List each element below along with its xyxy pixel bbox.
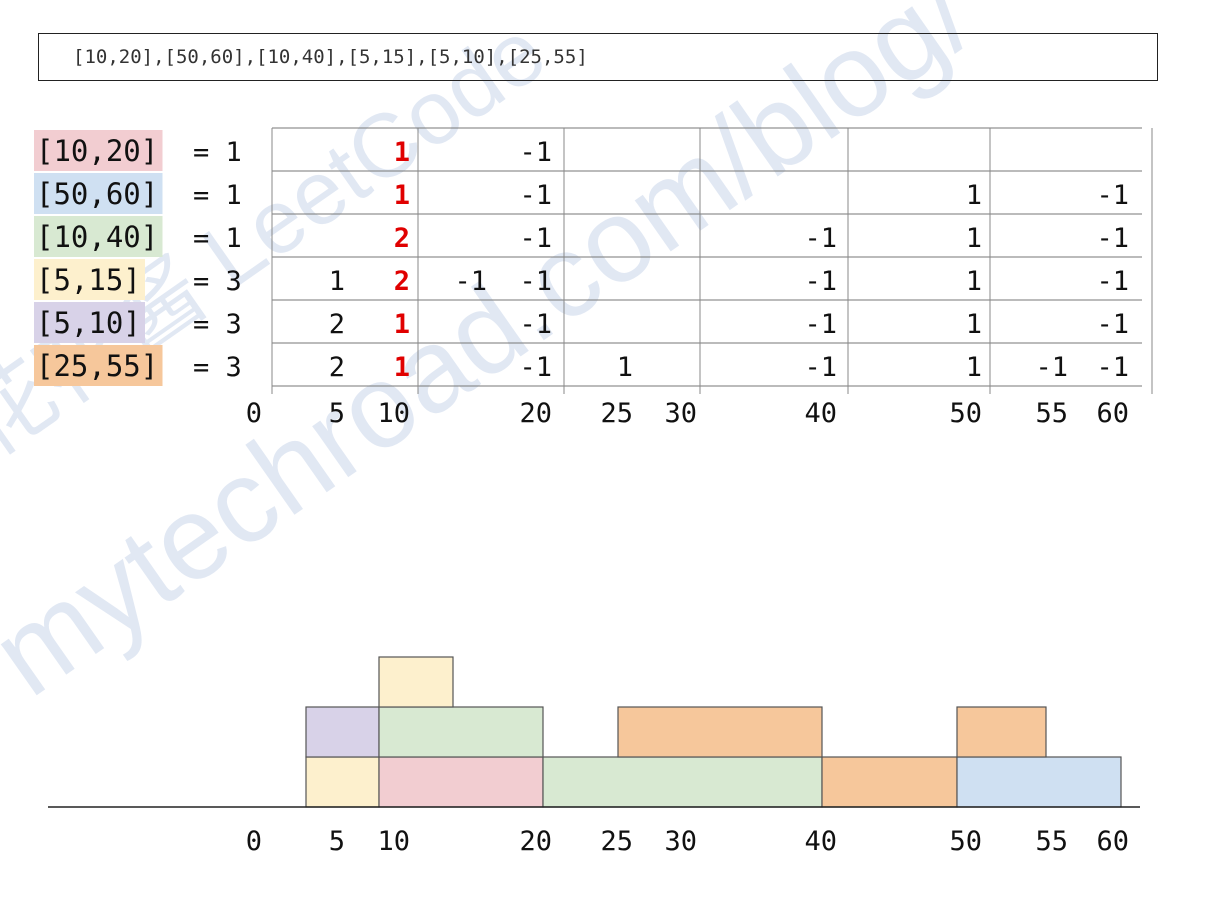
table-cell: -1 xyxy=(1096,309,1129,340)
interval-bar xyxy=(378,756,544,808)
row-interval-label: [25,55] xyxy=(36,349,158,383)
diagram-axis-tick: 60 xyxy=(1096,826,1129,857)
table-cell: 2 xyxy=(329,352,345,383)
row-interval-label: [5,15] xyxy=(36,263,141,297)
table-cell: -1 xyxy=(1035,352,1068,383)
diagram-axis-tick: 5 xyxy=(329,826,345,857)
table-cell: 1 xyxy=(966,309,982,340)
diagram-axis-tick: 40 xyxy=(804,826,837,857)
interval-bar xyxy=(542,756,823,808)
table-axis-tick: 10 xyxy=(377,398,410,429)
table-cell: 1 xyxy=(617,352,633,383)
diagram-axis-tick: 50 xyxy=(949,826,982,857)
table-axis-tick: 60 xyxy=(1096,398,1129,429)
interval-bar xyxy=(956,706,1047,758)
row-label-highlight xyxy=(34,130,163,171)
row-max-value: = 3 xyxy=(193,309,242,340)
diagram-axis-tick: 55 xyxy=(1035,826,1068,857)
interval-bar xyxy=(956,756,1122,808)
table-cell: 1 xyxy=(966,180,982,211)
interval-bar xyxy=(305,756,380,808)
diagram-axis-tick: 30 xyxy=(664,826,697,857)
table-cell: -1 xyxy=(804,223,837,254)
interval-bar xyxy=(378,706,544,758)
table-cell-highlight: 2 xyxy=(394,223,410,254)
table-cell: -1 xyxy=(1096,223,1129,254)
table-cell: -1 xyxy=(1096,266,1129,297)
table-cell: -1 xyxy=(519,223,552,254)
table-cell: -1 xyxy=(519,137,552,168)
input-intervals: [10,20],[50,60],[10,40],[5,15],[5,10],[2… xyxy=(38,33,1158,81)
table-axis-tick: 0 xyxy=(246,398,262,429)
table-cell: -1 xyxy=(804,309,837,340)
interval-bar xyxy=(378,656,454,708)
row-interval-label: [10,40] xyxy=(36,220,158,254)
diagram-axis-tick: 20 xyxy=(519,826,552,857)
table-cell: -1 xyxy=(804,352,837,383)
row-max-value: = 3 xyxy=(193,266,242,297)
diagram-axis-tick: 0 xyxy=(246,826,262,857)
table-axis-tick: 40 xyxy=(804,398,837,429)
table-cell: 2 xyxy=(329,309,345,340)
table-cell: -1 xyxy=(454,266,487,297)
row-interval-label: [10,20] xyxy=(36,134,158,168)
row-interval-label: [5,10] xyxy=(36,306,141,340)
table-cell-highlight: 1 xyxy=(394,309,410,340)
interval-bar xyxy=(617,706,823,758)
table-cell: 1 xyxy=(966,352,982,383)
table-cell: -1 xyxy=(519,180,552,211)
table-cell: -1 xyxy=(1096,180,1129,211)
diagram-axis-tick: 10 xyxy=(377,826,410,857)
table-cell: -1 xyxy=(519,309,552,340)
table-cell: -1 xyxy=(519,352,552,383)
row-interval-label: [50,60] xyxy=(36,177,158,211)
table-axis-tick: 50 xyxy=(949,398,982,429)
row-label-highlight xyxy=(34,259,145,300)
row-max-value: = 1 xyxy=(193,180,242,211)
row-max-value: = 1 xyxy=(193,223,242,254)
table-cell-highlight: 1 xyxy=(394,352,410,383)
table-cell: -1 xyxy=(1096,352,1129,383)
interval-bar xyxy=(305,706,380,758)
table-axis-tick: 20 xyxy=(519,398,552,429)
table-axis-tick: 55 xyxy=(1035,398,1068,429)
table-axis-tick: 25 xyxy=(600,398,633,429)
row-label-highlight xyxy=(34,302,145,343)
diagram-axis-tick: 25 xyxy=(600,826,633,857)
table-cell-highlight: 1 xyxy=(394,137,410,168)
row-label-highlight xyxy=(34,216,163,257)
table-axis-tick: 30 xyxy=(664,398,697,429)
table-cell-highlight: 2 xyxy=(394,266,410,297)
table-cell: -1 xyxy=(519,266,552,297)
table-axis-tick: 5 xyxy=(329,398,345,429)
row-label-highlight xyxy=(34,173,163,214)
interval-bar xyxy=(821,756,958,808)
row-label-highlight xyxy=(34,345,163,386)
table-cell: -1 xyxy=(804,266,837,297)
table-cell-highlight: 1 xyxy=(394,180,410,211)
table-cell: 1 xyxy=(329,266,345,297)
table-cell: 1 xyxy=(966,223,982,254)
table-cell: 1 xyxy=(966,266,982,297)
row-max-value: = 1 xyxy=(193,137,242,168)
row-max-value: = 3 xyxy=(193,352,242,383)
